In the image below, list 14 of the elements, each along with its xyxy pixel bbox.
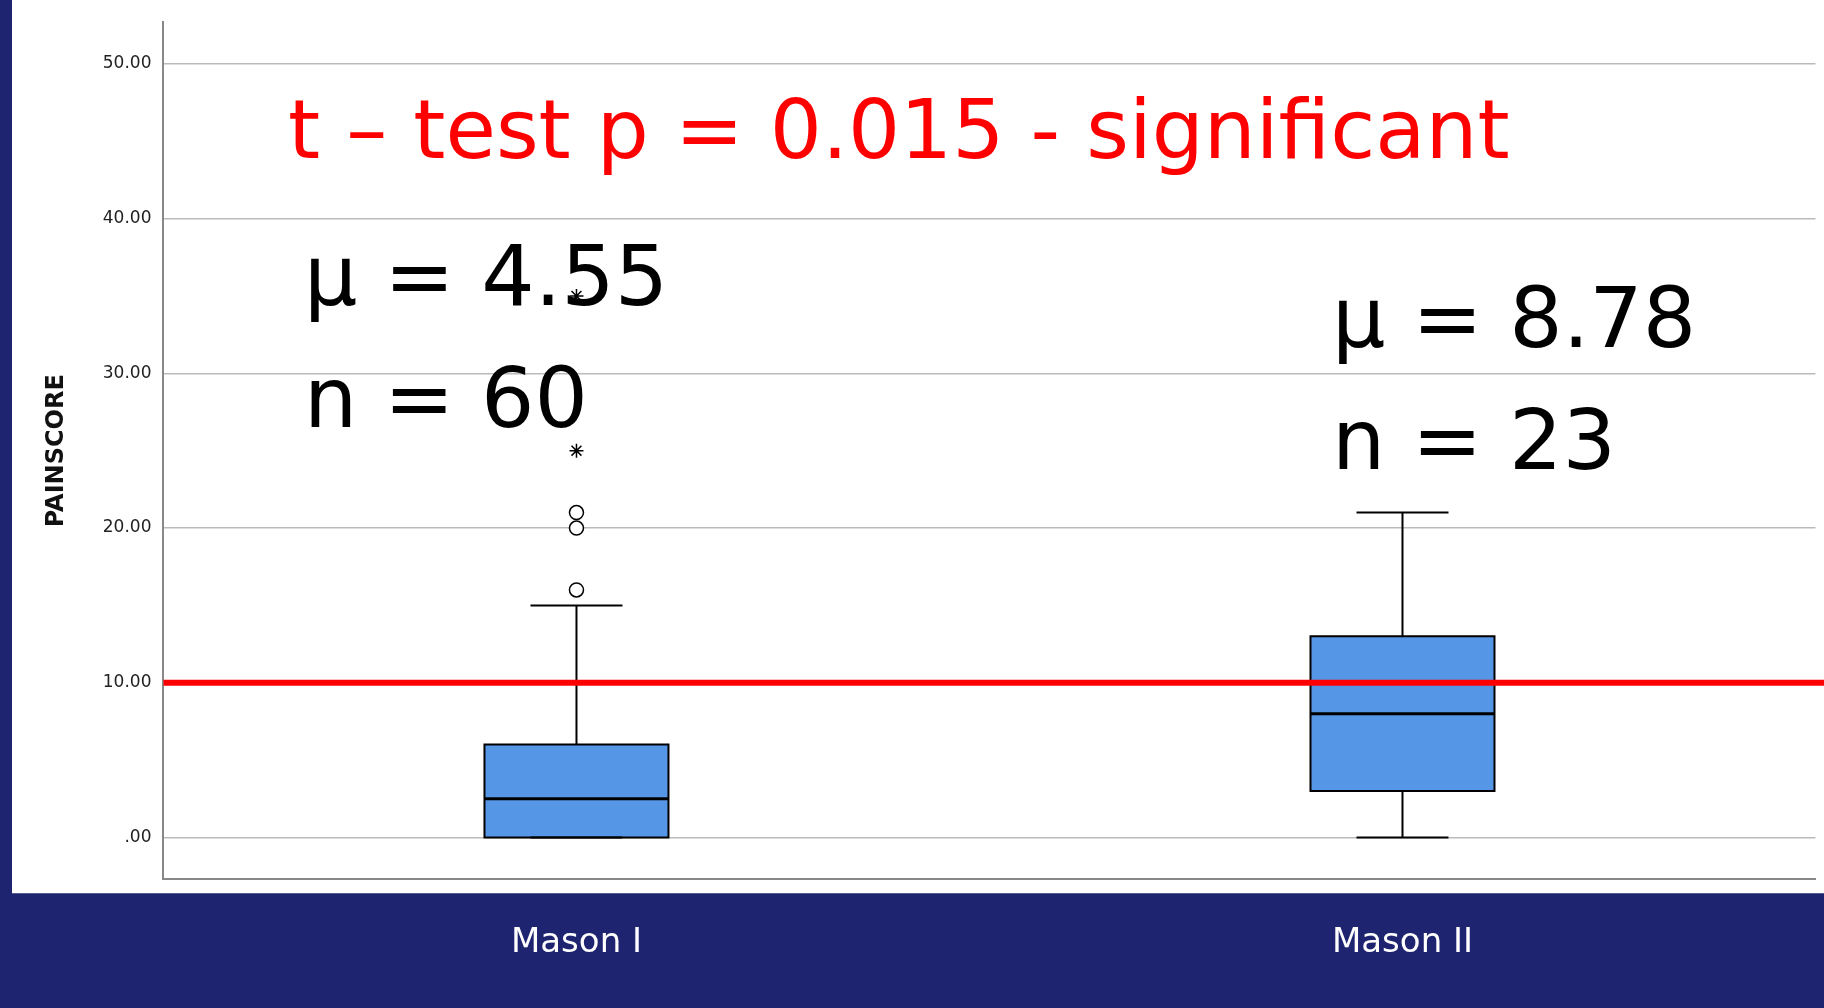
y-tick-label: 50.00 [102,52,152,73]
y-tick-label: 10.00 [102,671,152,692]
y-tick-label: 40.00 [102,207,152,228]
annotation: n = 23 [1332,390,1616,489]
x-tick-label: Mason I [510,920,643,961]
y-tick-label: 20.00 [102,516,152,537]
y-axis-title: PAINSCORE [40,374,69,528]
x-tick-label: Mason II [1331,920,1474,961]
annotation: μ = 8.78 [1332,268,1697,367]
y-tick-label: .00 [124,825,152,846]
annotation: n = 60 [304,348,588,447]
y-tick-label: 30.00 [102,361,152,382]
annotation: t – test p = 0.015 - significant [288,82,1510,178]
annotation: μ = 4.55 [304,226,669,325]
